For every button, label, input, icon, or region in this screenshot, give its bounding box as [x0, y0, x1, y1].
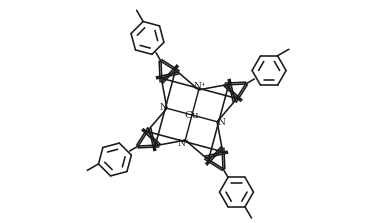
Text: N: N: [217, 118, 225, 127]
Text: N⁺: N⁺: [193, 82, 206, 91]
Text: N⁺: N⁺: [178, 139, 191, 149]
Text: N: N: [159, 103, 167, 112]
Text: Cu: Cu: [185, 111, 199, 120]
